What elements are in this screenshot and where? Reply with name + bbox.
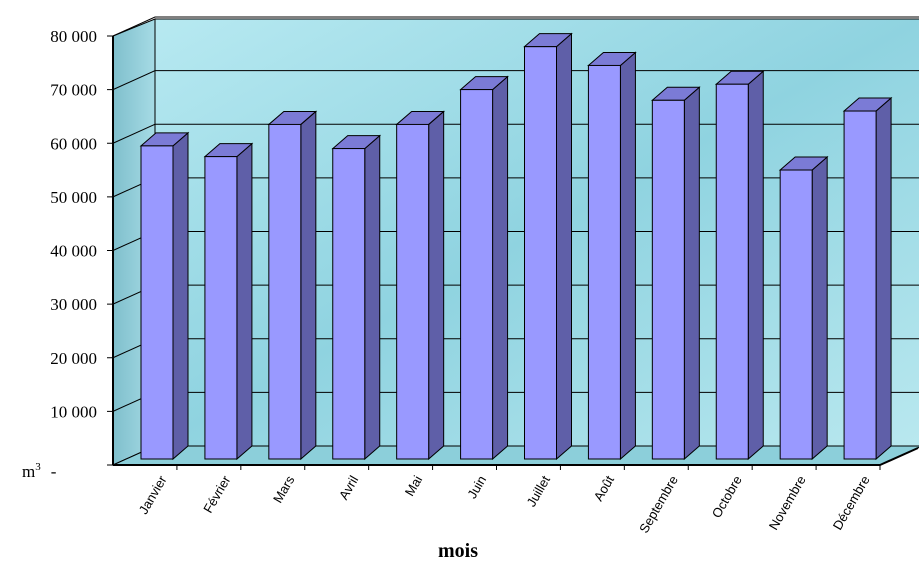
x-tick-label: Juin bbox=[464, 473, 489, 501]
y-tick-label: 70 000 bbox=[50, 81, 97, 100]
bar-side bbox=[428, 110, 445, 461]
bar-front bbox=[843, 110, 877, 460]
bar bbox=[203, 142, 254, 461]
floor-edge bbox=[879, 447, 919, 466]
bar bbox=[842, 96, 893, 461]
bar bbox=[650, 86, 701, 461]
bar-front bbox=[268, 123, 302, 460]
x-tick-label: Août bbox=[591, 473, 618, 504]
x-tick-label: Septembre bbox=[636, 473, 681, 536]
y-tick-label: 20 000 bbox=[50, 349, 97, 368]
y-tick-label: 10 000 bbox=[50, 402, 97, 421]
x-tick-label: Mai bbox=[402, 473, 426, 499]
x-tick-label: Juillet bbox=[523, 473, 553, 510]
x-tick-label: Novembre bbox=[766, 473, 809, 532]
bars bbox=[139, 32, 893, 461]
bar-front bbox=[204, 156, 238, 460]
bar-front bbox=[460, 89, 494, 460]
gridline bbox=[112, 70, 919, 91]
x-tick-label: Mars bbox=[270, 473, 298, 506]
bar bbox=[523, 32, 573, 461]
x-axis-label: mois bbox=[438, 540, 478, 562]
x-axis-ticks: Janvier Février Mars Avril Mai Juin Juillet Aoû… bbox=[136, 465, 881, 536]
bar-side bbox=[875, 96, 892, 461]
bar-side bbox=[236, 142, 253, 461]
y-tick-label: 50 000 bbox=[50, 188, 97, 207]
bar-side bbox=[747, 70, 764, 461]
x-tick-label: Décembre bbox=[830, 473, 873, 532]
y-tick-label: 60 000 bbox=[50, 134, 97, 153]
bar-front bbox=[524, 46, 557, 460]
bar-front bbox=[332, 148, 366, 460]
x-tick-label: Janvier bbox=[136, 472, 170, 516]
bar-front bbox=[651, 99, 685, 460]
bar bbox=[331, 134, 382, 461]
x-tick-label: Février bbox=[200, 472, 234, 515]
bar-side bbox=[364, 134, 381, 461]
y-unit-base: m bbox=[22, 462, 35, 481]
bar-side bbox=[619, 51, 636, 461]
bar-front bbox=[715, 83, 749, 460]
bar-front bbox=[140, 145, 174, 460]
bar-side bbox=[811, 155, 828, 461]
y-zero-label: - bbox=[51, 462, 57, 481]
bar-side bbox=[556, 32, 572, 461]
bar bbox=[395, 110, 446, 461]
bar-front bbox=[396, 123, 430, 460]
bar bbox=[714, 70, 765, 461]
bar-front bbox=[587, 64, 621, 460]
bar-side bbox=[683, 86, 700, 461]
y-tick-label: 30 000 bbox=[50, 295, 97, 314]
bar-side bbox=[300, 110, 317, 461]
bar bbox=[267, 110, 318, 461]
y-tick-label: 80 000 bbox=[50, 27, 97, 46]
bar-side bbox=[492, 75, 509, 461]
y-axis-ticks: 80 000 70 000 60 000 50 000 40 000 30 000 20 0… bbox=[50, 27, 113, 466]
bar bbox=[587, 51, 637, 461]
gridline bbox=[112, 16, 919, 37]
y-unit-superscript: 3 bbox=[35, 461, 41, 473]
bar-side bbox=[172, 131, 189, 461]
bar bbox=[139, 131, 190, 461]
bar bbox=[459, 75, 509, 461]
y-unit-label: m3- bbox=[22, 461, 57, 481]
bar bbox=[778, 155, 829, 461]
x-tick-label: Avril bbox=[336, 473, 362, 502]
x-tick-label: Octobre bbox=[709, 473, 745, 521]
y-tick-label: 40 000 bbox=[50, 242, 97, 261]
bar-front bbox=[779, 169, 813, 460]
